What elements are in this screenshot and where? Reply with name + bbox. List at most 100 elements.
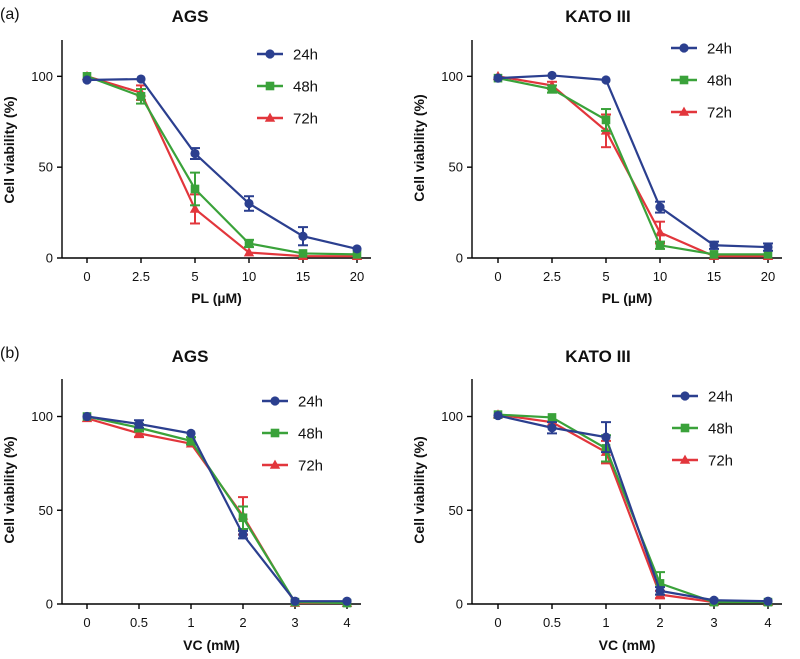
x-tick-label: 0: [494, 615, 501, 630]
legend-label: 48h: [708, 421, 733, 438]
legend-label: 24h: [298, 394, 323, 411]
y-tick-label: 100: [31, 409, 53, 424]
x-tick-label: 4: [343, 615, 350, 630]
data-point-24h: [709, 595, 719, 605]
y-tick-label: 0: [46, 251, 53, 266]
y-tick-label: 50: [39, 503, 53, 518]
series-line-24h: [497, 74, 769, 249]
series-72h: [81, 70, 363, 260]
data-point-24h: [134, 419, 144, 429]
legend-marker: [679, 75, 689, 85]
series-72h: [492, 70, 774, 260]
series-48h: [82, 72, 362, 259]
legend-label: 72h: [293, 111, 318, 128]
data-point-24h: [244, 198, 254, 209]
legend-label: 24h: [293, 47, 318, 64]
data-point-72h: [189, 203, 201, 213]
x-tick-label: 1: [187, 615, 194, 630]
data-point-48h: [763, 250, 773, 259]
data-point-48h: [547, 84, 557, 94]
y-tick-label: 100: [31, 69, 53, 84]
y-tick-label: 50: [449, 160, 463, 175]
x-tick-label: 2: [656, 615, 663, 630]
legend-marker: [679, 43, 689, 53]
x-tick-label: 4: [764, 615, 771, 630]
series-line-48h: [86, 415, 348, 605]
legend-marker: [264, 112, 276, 122]
data-point-48h: [352, 250, 362, 259]
y-axis-label: Cell viability (%): [411, 94, 427, 201]
x-axis-label: VC (mM): [183, 637, 240, 653]
data-point-24h: [655, 586, 665, 596]
data-point-24h: [238, 530, 248, 540]
legend: 24h 48h 72h: [262, 394, 323, 475]
legend: 24h 48h 72h: [671, 41, 732, 122]
y-axis-label: Cell viability (%): [1, 436, 17, 543]
x-tick-label: 2: [239, 615, 246, 630]
legend-label: 72h: [708, 453, 733, 470]
x-tick-label: 5: [191, 269, 198, 284]
legend-marker: [269, 459, 281, 469]
x-tick-label: 5: [602, 269, 609, 284]
chart-ags-vc: AGS 0 50 100 0 0.5 1 2 3 4 VC (mM) Cell viability (…: [1, 347, 361, 653]
legend-label: 24h: [708, 389, 733, 406]
legend-label: 48h: [298, 426, 323, 443]
x-tick-label: 0: [83, 269, 90, 284]
series-24h: [82, 411, 352, 606]
legend-marker: [270, 396, 280, 406]
series-line-48h: [497, 413, 768, 604]
series-line-72h: [86, 75, 357, 258]
data-point-48h: [547, 413, 557, 422]
series-line-24h: [86, 415, 347, 603]
data-point-24h: [601, 75, 611, 85]
x-axis-label: PL (µM): [191, 290, 242, 306]
legend-label: 48h: [707, 73, 732, 90]
x-tick-label: 0.5: [543, 615, 561, 630]
legend: 24h 48h 72h: [257, 47, 318, 128]
legend-marker: [679, 454, 691, 464]
data-point-48h: [601, 115, 611, 125]
x-tick-label: 1: [602, 615, 609, 630]
legend-marker: [265, 49, 275, 59]
panel-label-b: (b): [0, 345, 20, 362]
data-point-24h: [290, 596, 300, 606]
series-line-24h: [86, 77, 358, 250]
data-point-24h: [352, 244, 362, 254]
y-tick-label: 50: [39, 160, 53, 175]
x-tick-label: 10: [242, 269, 256, 284]
series-line-72h: [497, 413, 768, 604]
data-point-24h: [186, 428, 196, 438]
data-point-24h: [655, 202, 665, 212]
legend-label: 72h: [298, 458, 323, 475]
panel-label-a: (a): [0, 6, 20, 23]
data-point-72h: [243, 247, 255, 257]
y-axis-label: Cell viability (%): [411, 436, 427, 543]
data-point-24h: [190, 148, 200, 159]
series-line-24h: [497, 414, 769, 603]
data-point-24h: [493, 73, 503, 83]
data-point-24h: [547, 70, 557, 81]
series-line-72h: [86, 417, 347, 605]
y-tick-label: 100: [441, 69, 463, 84]
data-point-48h: [298, 249, 308, 258]
legend-label: 72h: [707, 105, 732, 122]
x-tick-label: 15: [296, 269, 310, 284]
legend-marker: [680, 423, 690, 433]
data-point-24h: [601, 432, 611, 442]
x-tick-label: 0: [494, 269, 501, 284]
y-tick-label: 0: [456, 251, 463, 266]
legend-label: 24h: [707, 41, 732, 58]
series-48h: [493, 73, 773, 259]
data-point-24h: [136, 74, 146, 84]
legend-marker: [678, 106, 690, 116]
chart-title: KATO III: [565, 7, 631, 26]
legend-label: 48h: [293, 79, 318, 96]
data-point-48h: [655, 240, 665, 250]
data-point-24h: [763, 596, 773, 606]
y-tick-label: 0: [456, 597, 463, 612]
x-tick-label: 2.5: [543, 269, 561, 284]
data-point-24h: [342, 596, 352, 606]
series-24h: [493, 70, 773, 252]
series-24h: [82, 74, 362, 254]
